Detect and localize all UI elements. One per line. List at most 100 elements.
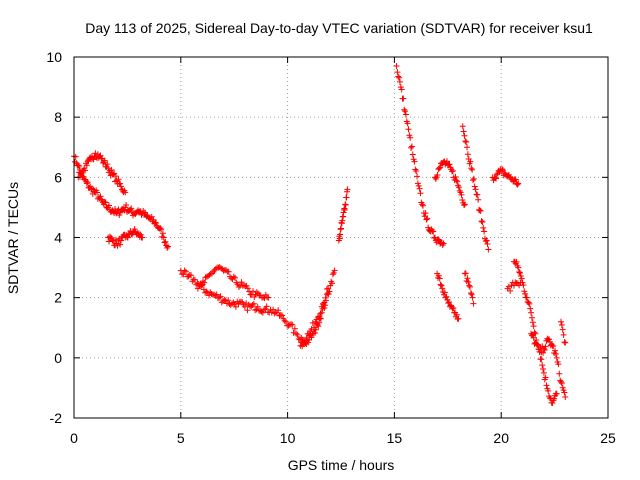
data-point (438, 282, 445, 289)
data-point-interp (458, 191, 465, 198)
data-point-interp (394, 69, 401, 76)
data-point-interp (326, 288, 333, 295)
data-point-interp (460, 128, 467, 135)
data-point (476, 207, 483, 214)
series-arc-6 (297, 267, 338, 350)
data-point-interp (405, 126, 412, 133)
data-point-interp (551, 395, 558, 402)
data-point-interp (526, 300, 533, 307)
data-point-interp (396, 74, 403, 81)
data-point (549, 399, 556, 406)
data-point-interp (525, 299, 532, 306)
data-point-interp (157, 225, 164, 232)
data-point-interp (197, 281, 204, 288)
data-point (406, 132, 413, 139)
data-point-interp (232, 303, 239, 310)
data-point-interp (218, 299, 225, 306)
data-point-interp (270, 306, 277, 313)
data-point-interp (517, 273, 524, 280)
data-point-interp (552, 351, 559, 358)
data-point-interp (478, 218, 485, 225)
data-point (139, 234, 146, 241)
data-point (440, 240, 447, 247)
data-point-interp (294, 331, 301, 338)
data-point-interp (454, 178, 461, 185)
series-arc-8 (393, 63, 447, 248)
data-point (540, 369, 547, 376)
data-point-interp (512, 279, 519, 286)
data-point-interp (82, 167, 89, 174)
data-point-interp (516, 268, 523, 275)
data-point-interp (159, 230, 166, 237)
data-point-interp (249, 288, 256, 295)
data-point-interp (439, 285, 446, 292)
y-tick-label: 6 (54, 169, 62, 185)
data-point-interp (542, 343, 549, 350)
data-point-interp (470, 175, 477, 182)
data-point-interp (316, 319, 323, 326)
data-point (117, 183, 124, 190)
data-marks (71, 63, 569, 406)
data-point-interp (516, 269, 523, 276)
data-point (402, 108, 409, 115)
data-point (241, 303, 248, 310)
series-arc-9 (431, 158, 468, 209)
data-point-interp (208, 290, 215, 297)
data-point-interp (546, 394, 553, 401)
data-point-interp (437, 164, 444, 171)
data-point-interp (462, 138, 469, 145)
data-point-interp (528, 314, 535, 321)
x-tick-label: 15 (387, 430, 403, 446)
data-point-interp (315, 323, 322, 330)
data-point-interp (443, 293, 450, 300)
data-point-interp (417, 190, 424, 197)
series-arc-5 (194, 264, 272, 302)
data-point-interp (288, 321, 295, 328)
data-point-interp (188, 272, 195, 279)
data-point-interp (308, 334, 315, 341)
data-point-interp (518, 275, 525, 282)
data-point-interp (436, 275, 443, 282)
data-point-interp (259, 309, 266, 316)
data-point (79, 168, 86, 175)
data-point-interp (402, 111, 409, 118)
data-point (436, 165, 443, 172)
x-tick-label: 20 (493, 430, 509, 446)
data-point-interp (459, 197, 466, 204)
data-point-interp (235, 283, 242, 290)
data-point-interp (550, 343, 557, 350)
data-point (318, 309, 325, 316)
data-point-interp (484, 241, 491, 248)
data-point-interp (227, 302, 234, 309)
data-point-interp (282, 318, 289, 325)
data-point-interp (469, 166, 476, 173)
data-point-interp (342, 201, 349, 208)
data-point (92, 150, 99, 157)
data-point-interp (112, 173, 119, 180)
data-point-interp (408, 143, 415, 150)
data-point-interp (453, 311, 460, 318)
data-point (455, 315, 462, 322)
data-point-interp (223, 300, 230, 307)
data-point (453, 177, 460, 184)
data-point-interp (542, 374, 549, 381)
data-point-interp (158, 226, 165, 233)
data-point-interp (128, 205, 135, 212)
data-point-interp (123, 201, 130, 208)
data-point-interp (343, 194, 350, 201)
data-point-interp (513, 258, 520, 265)
data-point-interp (556, 370, 563, 377)
x-axis-title: GPS time / hours (288, 457, 395, 473)
data-point-interp (101, 198, 108, 205)
data-point (261, 306, 268, 313)
data-point-interp (539, 362, 546, 369)
data-point-interp (106, 202, 113, 209)
data-point-interp (467, 158, 474, 165)
data-point (545, 387, 552, 394)
data-point-interp (263, 303, 270, 310)
data-point (562, 339, 569, 346)
data-point-interp (461, 202, 468, 209)
data-point (216, 294, 223, 301)
data-point-interp (479, 218, 486, 225)
